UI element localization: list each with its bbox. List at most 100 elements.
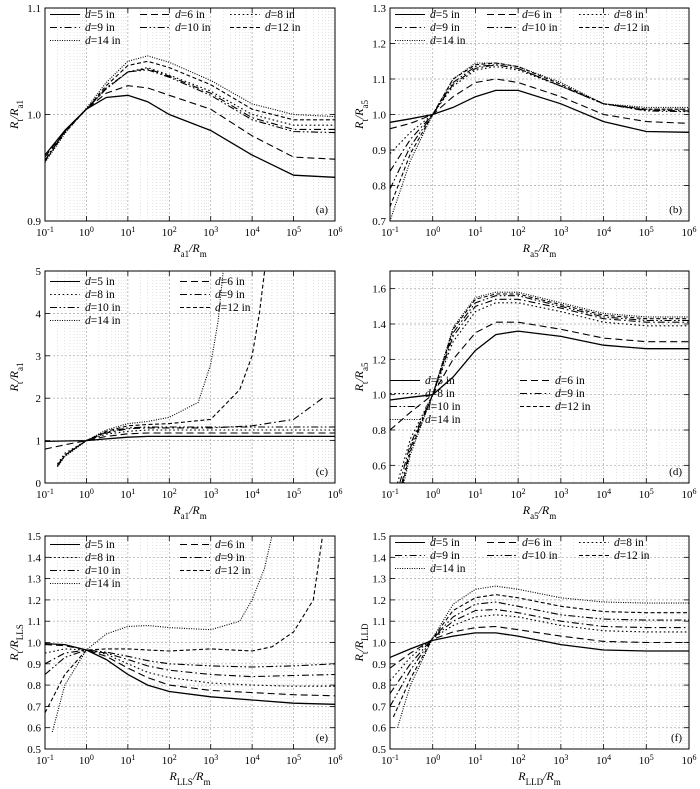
series-line-d-12-in xyxy=(57,271,266,467)
panel-d: 10-1 100 101 102 103 104 105 106 0.6 0.8 1.0 1.2 1.4… xyxy=(352,270,697,521)
series-line-d-14-in xyxy=(57,271,224,468)
y-tick-label: 0.5 xyxy=(27,744,41,756)
y-tick-label: 0.8 xyxy=(372,181,386,193)
grid xyxy=(389,7,690,222)
x-tick-label: 101 xyxy=(120,487,135,502)
y-tick-label: 2 xyxy=(36,393,42,405)
y-axis-label: Rt/Ra5 xyxy=(352,362,370,393)
series-line-d-12-in xyxy=(45,536,324,714)
y-tick-label: 1.5 xyxy=(372,531,386,543)
y-tick-label: 1.1 xyxy=(372,74,386,86)
x-tick-label: 103 xyxy=(203,753,218,768)
x-tick-label: 10-1 xyxy=(381,225,399,240)
legend-entry: d=8 in xyxy=(425,388,455,400)
x-axis-label: Ra5/Rm xyxy=(522,503,557,521)
x-tick-label: 103 xyxy=(553,487,568,502)
legend: d=5 in d=6 in d=8 in d=9 in d=10 in d=12 in d=… xyxy=(390,375,591,426)
x-axis-label: Ra5/Rm xyxy=(522,241,557,259)
panel-e: 10-1 100 101 102 103 104 105 106 0.5 0.6 0.7 0.8 0.9… xyxy=(7,531,343,787)
series-line-d-5-in xyxy=(390,330,689,401)
y-tick-label: 1.2 xyxy=(372,595,386,607)
y-tick-label: 1.2 xyxy=(372,354,386,366)
legend: d=5 in d=6 in d=8 in d=9 in d=10 in d=12 in d=… xyxy=(395,9,650,47)
panel-a: 10-1 100 101 102 103 104 105 106 0.9 1.0 1.1 Ra1/Rm… xyxy=(7,3,343,259)
x-tick-label: 10-1 xyxy=(381,753,399,768)
y-axis-label: Rt/Ra1 xyxy=(7,100,25,130)
panel-tag: (b) xyxy=(669,204,682,216)
panel-f: 10-1 100 101 102 103 104 105 106 0.5 0.6 0.7 0.8 0.9… xyxy=(352,531,697,787)
panel-c: 10-1 100 101 102 103 104 105 106 0 1 2 3 4 5 Ra1/Rm Rt/… xyxy=(7,266,343,521)
x-tick-label: 101 xyxy=(120,225,135,240)
y-tick-label: 0.6 xyxy=(27,723,41,735)
legend-entry: d=6 in xyxy=(522,537,552,549)
legend-entry: d=5 in xyxy=(85,276,115,288)
y-tick-label: 1.1 xyxy=(27,616,41,628)
y-axis-label: Rt/RLLS xyxy=(7,624,25,662)
x-tick-label: 104 xyxy=(245,487,260,502)
y-tick-label: 1.1 xyxy=(27,3,41,15)
legend-entry: d=10 in xyxy=(85,565,121,577)
x-tick-label: 103 xyxy=(203,487,218,502)
series-line-d-8-in xyxy=(57,429,335,465)
legend-entry: d=6 in xyxy=(555,375,585,387)
grid xyxy=(44,535,336,750)
legend-entry: d=9 in xyxy=(215,552,245,564)
y-tick-label: 0.6 xyxy=(372,460,386,472)
x-tick-label: 104 xyxy=(245,753,260,768)
series-line-d-10-in xyxy=(45,649,335,675)
x-tick-label: 103 xyxy=(203,225,218,240)
y-tick-label: 0 xyxy=(36,478,42,490)
x-axis-label: RLLD/Rm xyxy=(517,769,561,787)
x-tick-label: 104 xyxy=(596,487,611,502)
series-line-d-9-in xyxy=(57,397,323,467)
legend-entry: d=6 in xyxy=(175,9,205,21)
series-line-d-6-in xyxy=(390,78,689,130)
x-tick-label: 10-1 xyxy=(36,753,54,768)
x-tick-label: 104 xyxy=(596,753,611,768)
y-axis-label: Rt/RLLD xyxy=(352,623,370,663)
legend-entry: d=9 in xyxy=(555,388,585,400)
y-tick-label: 0.9 xyxy=(372,145,386,157)
panel-tag: (a) xyxy=(316,204,329,216)
y-tick-label: 1.4 xyxy=(27,552,41,564)
y-tick-label: 0.5 xyxy=(372,744,386,756)
legend-entry: d=5 in xyxy=(430,9,460,21)
y-axis-label: Rt/Ra1 xyxy=(7,362,25,392)
series-line-d-8-in xyxy=(45,648,335,687)
x-tick-label: 102 xyxy=(511,225,526,240)
plot-frame xyxy=(44,270,336,484)
y-tick-label: 0.6 xyxy=(372,723,386,735)
legend-entry: d=5 in xyxy=(430,537,460,549)
x-tick-label: 105 xyxy=(286,753,301,768)
series-line-d-14-in xyxy=(403,291,689,483)
panel-tag: (e) xyxy=(316,732,329,744)
y-tick-label: 1.0 xyxy=(27,110,41,122)
x-tick-label: 10-1 xyxy=(36,487,54,502)
legend-entry: d=14 in xyxy=(85,35,121,47)
y-tick-label: 0.7 xyxy=(372,216,386,228)
y-tick-label: 1.4 xyxy=(372,552,386,564)
series-line-d-8-in xyxy=(390,614,689,682)
x-tick-label: 100 xyxy=(425,487,440,502)
y-tick-label: 5 xyxy=(36,266,42,278)
x-tick-label: 104 xyxy=(596,225,611,240)
x-tick-label: 105 xyxy=(639,225,654,240)
plot-frame xyxy=(389,270,690,484)
legend-entry: d=12 in xyxy=(265,22,301,34)
legend-entry: d=10 in xyxy=(85,302,121,314)
legend-entry: d=14 in xyxy=(430,35,466,47)
y-tick-label: 1.5 xyxy=(27,531,41,543)
x-tick-label: 106 xyxy=(328,225,343,240)
series-line-d-5-in xyxy=(390,89,689,133)
legend: d=5 in d=6 in d=8 in d=9 in d=10 in d=12 in d=… xyxy=(50,539,251,590)
y-tick-label: 0.7 xyxy=(27,701,41,713)
series-line-d-5-in xyxy=(390,632,689,658)
legend-entry: d=10 in xyxy=(522,550,558,562)
x-tick-label: 101 xyxy=(468,753,483,768)
legend-entry: d=9 in xyxy=(430,550,460,562)
legend-entry: d=9 in xyxy=(430,22,460,34)
grid xyxy=(44,270,336,484)
x-axis-label: Ra1/Rm xyxy=(172,241,207,259)
y-tick-label: 1.2 xyxy=(372,39,386,51)
y-tick-label: 4 xyxy=(36,308,42,320)
